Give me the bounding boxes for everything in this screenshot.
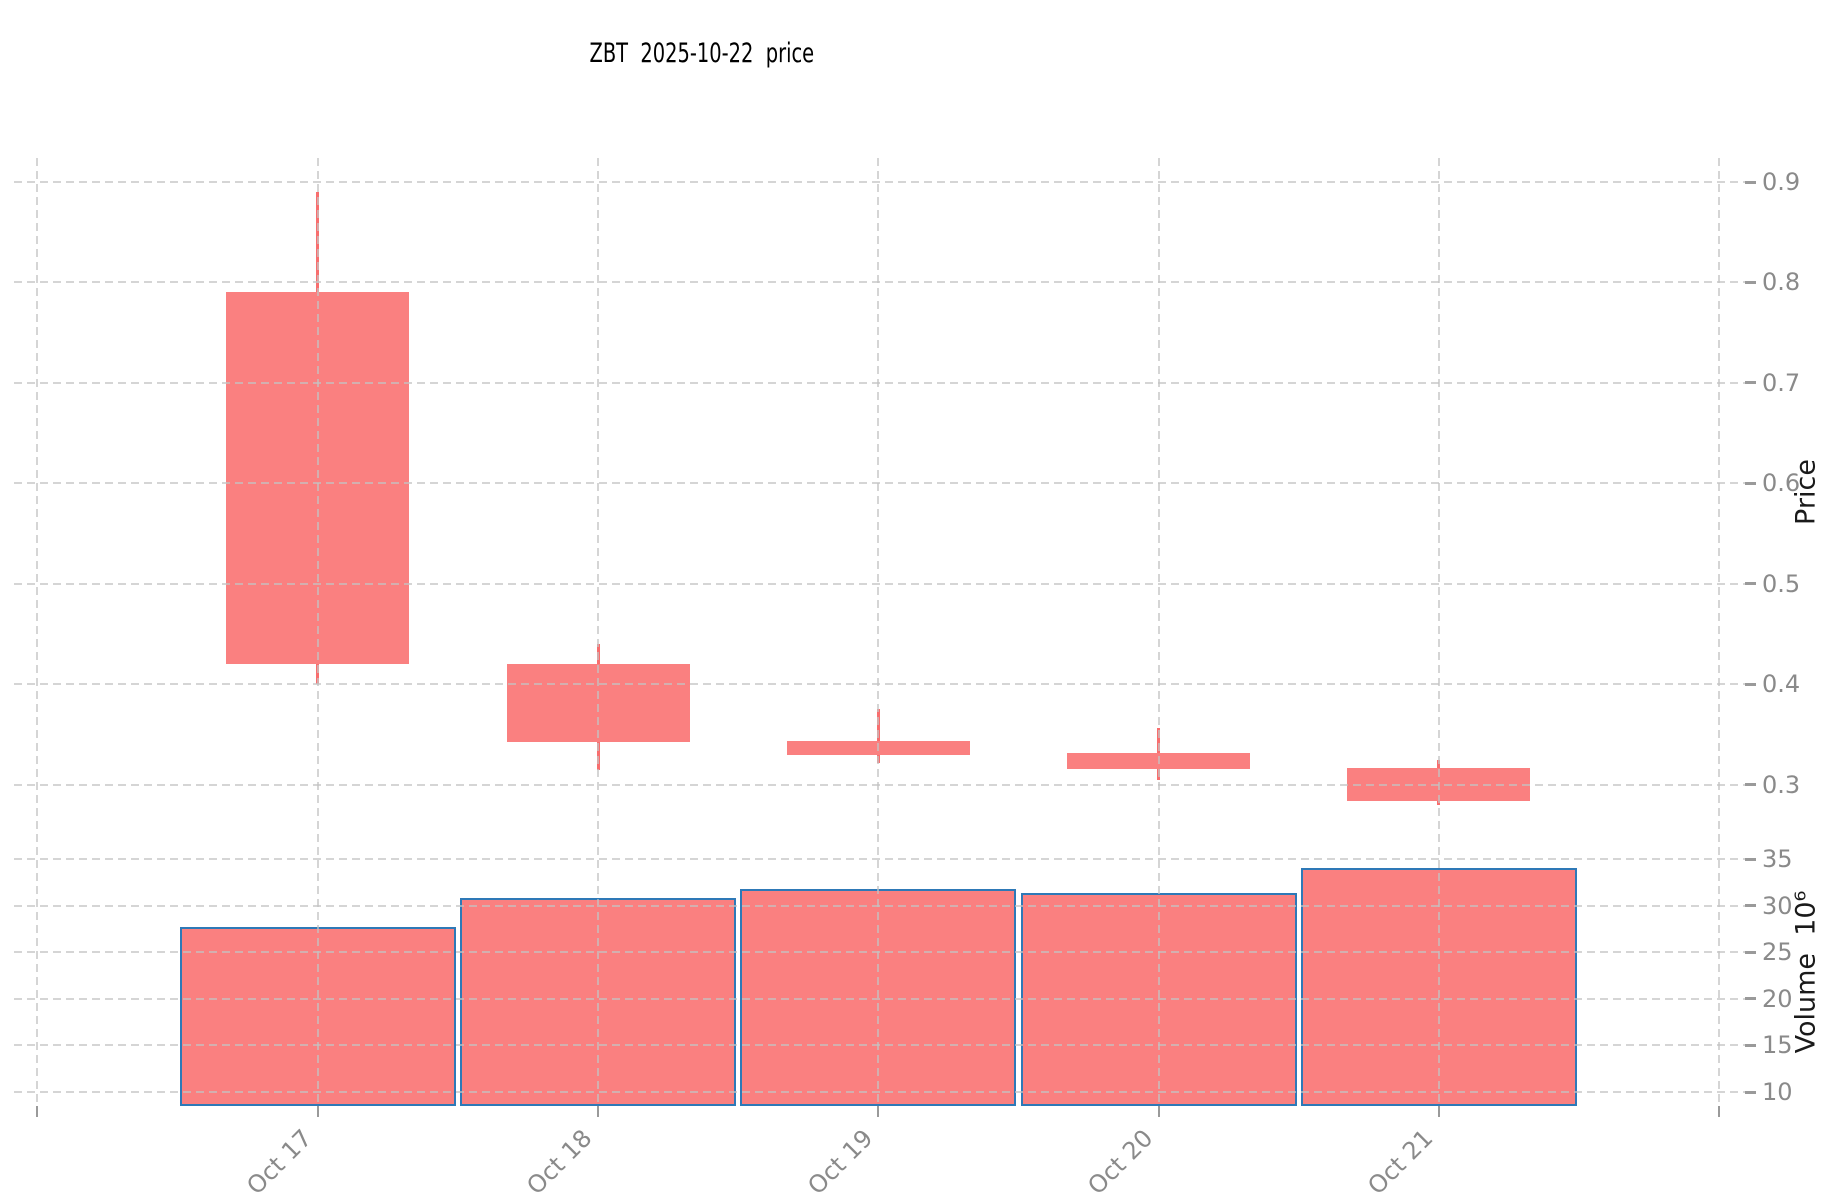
x-gridline bbox=[1157, 158, 1160, 1106]
y-tick-label: 0.8 bbox=[1762, 268, 1801, 297]
chart-title-text: ZBT 2025-10-22 price bbox=[589, 38, 815, 69]
y-gridline bbox=[14, 482, 1745, 485]
y-tick-label: 0.5 bbox=[1762, 569, 1801, 598]
y-gridline bbox=[14, 951, 1745, 954]
x-tick-mark bbox=[877, 1106, 880, 1117]
x-tick-mark bbox=[1157, 1106, 1160, 1117]
y-tick-label: 15 bbox=[1762, 1031, 1793, 1060]
y-tick-mark bbox=[1745, 280, 1756, 284]
y-tick-mark bbox=[1745, 1090, 1756, 1094]
x-tick-mark bbox=[597, 1106, 599, 1117]
x-tick-mark bbox=[1437, 1106, 1440, 1117]
y-gridline bbox=[14, 997, 1745, 1000]
y-tick-mark bbox=[1745, 857, 1756, 861]
x-tick-label: Oct 20 bbox=[1082, 1124, 1159, 1199]
y-tick-mark bbox=[1745, 1043, 1756, 1047]
price-axis-label: Price bbox=[1790, 459, 1822, 525]
y-tick-mark bbox=[1745, 904, 1756, 908]
y-tick-label: 0.4 bbox=[1762, 670, 1801, 699]
x-gridline bbox=[316, 158, 319, 1106]
y-tick-label: 35 bbox=[1762, 845, 1793, 873]
x-tick-label: Oct 21 bbox=[1362, 1124, 1439, 1199]
x-tick-label: Oct 19 bbox=[801, 1124, 879, 1199]
y-tick-mark bbox=[1745, 381, 1756, 385]
y-tick-label: 30 bbox=[1762, 891, 1793, 920]
y-tick-mark bbox=[1745, 180, 1756, 184]
y-gridline bbox=[14, 381, 1745, 384]
y-gridline bbox=[14, 1044, 1745, 1047]
x-gridline bbox=[1718, 158, 1721, 1106]
x-tick-label: Oct 17 bbox=[241, 1124, 318, 1199]
x-gridline bbox=[36, 158, 39, 1106]
y-tick-mark bbox=[1745, 682, 1756, 686]
y-tick-label: 0.3 bbox=[1762, 770, 1801, 799]
y-tick-mark bbox=[1745, 481, 1756, 485]
y-gridline bbox=[14, 1091, 1745, 1093]
y-gridline bbox=[14, 181, 1745, 183]
y-tick-mark bbox=[1745, 997, 1756, 1001]
chart-title: ZBT 2025-10-22 price bbox=[512, 7, 858, 100]
y-tick-label: 20 bbox=[1762, 984, 1793, 1013]
y-tick-mark bbox=[1745, 950, 1756, 954]
x-gridline bbox=[1437, 158, 1440, 1106]
plot-area bbox=[14, 158, 1745, 1106]
y-gridline bbox=[14, 582, 1745, 585]
y-gridline bbox=[14, 783, 1745, 786]
x-tick-mark bbox=[1718, 1106, 1721, 1117]
y-tick-label: 0.6 bbox=[1762, 469, 1801, 498]
x-gridline bbox=[877, 158, 880, 1106]
x-tick-label: Oct 18 bbox=[521, 1124, 598, 1199]
y-tick-mark bbox=[1745, 783, 1756, 787]
y-tick-label: 0.7 bbox=[1762, 368, 1801, 397]
y-gridline bbox=[14, 281, 1745, 284]
y-gridline bbox=[14, 683, 1745, 686]
y-tick-label: 10 bbox=[1762, 1078, 1793, 1106]
y-tick-label: 25 bbox=[1762, 938, 1793, 967]
gridlines-layer bbox=[14, 158, 1745, 1106]
x-gridline bbox=[597, 158, 599, 1106]
y-gridline bbox=[14, 904, 1745, 907]
x-tick-mark bbox=[316, 1106, 319, 1117]
y-tick-mark bbox=[1745, 582, 1756, 586]
y-gridline bbox=[14, 858, 1745, 860]
y-tick-label: 0.9 bbox=[1762, 168, 1801, 196]
volume-axis-label: Volume 10⁶ bbox=[1790, 890, 1822, 1054]
x-tick-mark bbox=[36, 1106, 39, 1117]
